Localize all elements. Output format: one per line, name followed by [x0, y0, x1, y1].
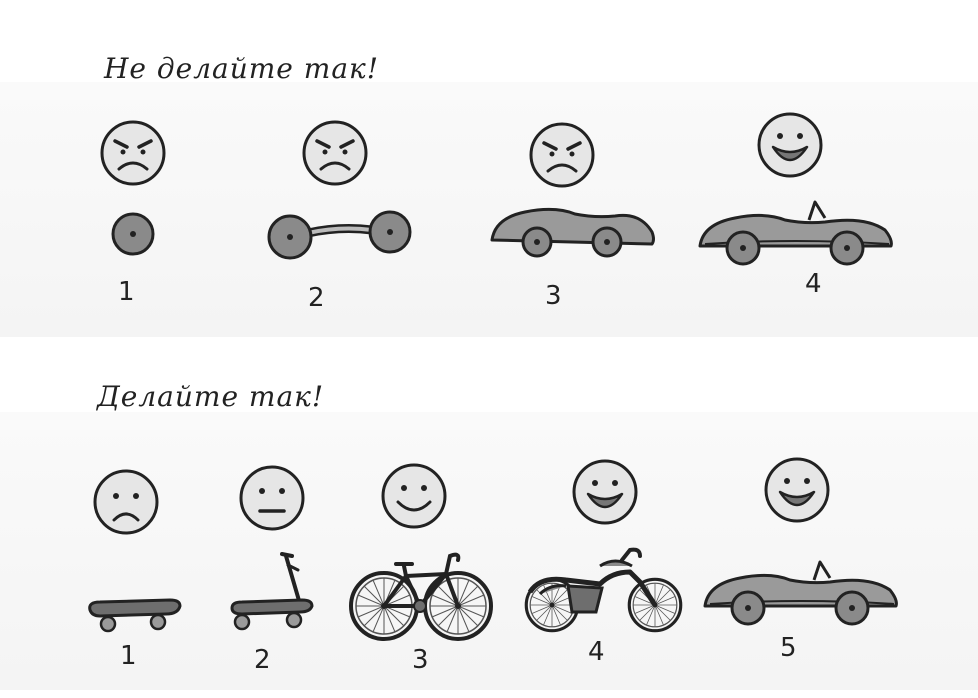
dont-step-2: 2: [267, 120, 412, 313]
do-step-2: 2: [230, 465, 314, 675]
angry-face-icon: [529, 122, 595, 188]
bottom-row-background: [0, 412, 978, 690]
neutral-face-icon: [239, 465, 305, 531]
dont-step-2-label: 2: [308, 283, 325, 313]
heading-do: Делайте так!: [97, 380, 325, 413]
dont-step-4: 4: [698, 112, 893, 299]
scooter-icon: [230, 552, 314, 631]
happy-face-icon: [572, 459, 638, 525]
do-step-3-label: 3: [412, 645, 429, 675]
car-icon: [703, 560, 898, 626]
dont-step-1: 1: [100, 120, 166, 307]
dont-step-3-label: 3: [545, 281, 562, 311]
axle-icon: [267, 210, 412, 260]
angry-face-icon: [302, 120, 368, 186]
do-step-4-label: 4: [588, 637, 605, 667]
do-step-1-label: 1: [120, 641, 137, 671]
do-step-4: 4: [524, 459, 683, 667]
happy-face-icon: [764, 457, 830, 523]
skateboard-icon: [88, 598, 182, 633]
heading-dont: Не делайте так!: [104, 52, 379, 85]
do-step-5-label: 5: [780, 633, 797, 663]
dont-step-1-label: 1: [118, 277, 135, 307]
smile-face-icon: [381, 463, 447, 529]
do-step-2-label: 2: [254, 645, 271, 675]
motorcycle-icon: [524, 547, 683, 633]
do-step-5: 5: [703, 457, 898, 663]
bicycle-icon: [349, 552, 493, 641]
happy-face-icon: [757, 112, 823, 178]
car-body-icon: [490, 207, 655, 258]
do-step-3: 3: [349, 463, 493, 675]
sad-face-icon: [93, 469, 159, 535]
dont-step-3: 3: [490, 122, 655, 311]
car-icon: [698, 200, 893, 266]
dont-step-4-label: 4: [805, 269, 822, 299]
angry-face-icon: [100, 120, 166, 186]
do-step-1: 1: [88, 469, 182, 671]
